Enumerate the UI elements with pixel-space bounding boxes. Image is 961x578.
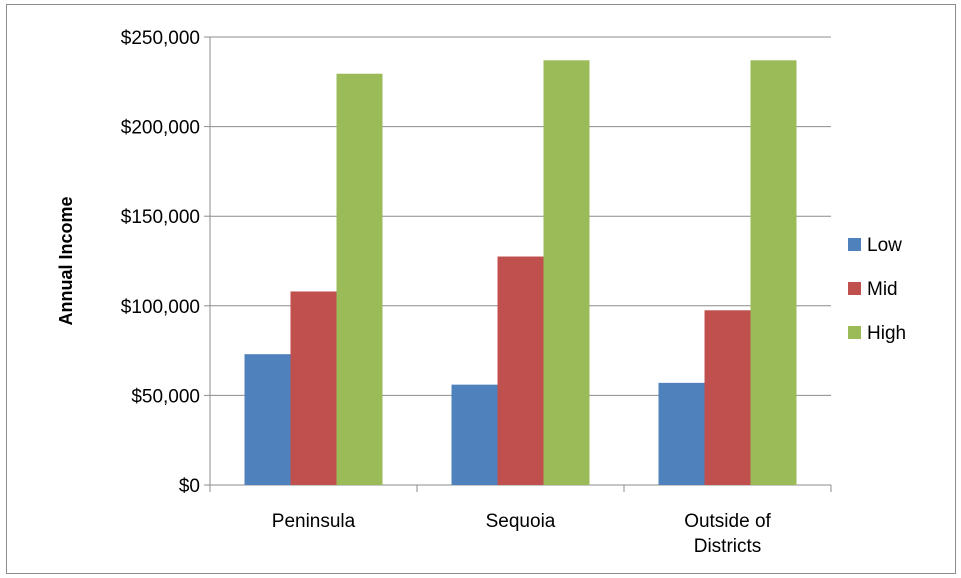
x-tick-label: Outside of Districts — [684, 511, 771, 557]
legend-label-low: Low — [867, 235, 902, 256]
bar-high-2 — [543, 60, 590, 486]
bar-high-1 — [336, 73, 383, 486]
x-tick-label: Sequoia — [486, 511, 556, 532]
y-tick-label: $50,000 — [131, 386, 200, 407]
bar-mid-3 — [704, 310, 751, 485]
bar-mid-2 — [497, 256, 544, 485]
y-tick-label: $250,000 — [121, 28, 200, 49]
bar-low-1 — [244, 354, 291, 485]
y-tick-label: $200,000 — [121, 118, 200, 139]
x-tick-label: Peninsula — [272, 511, 356, 532]
legend-swatch-mid — [848, 282, 861, 295]
legend-swatch-high — [848, 326, 861, 339]
bar-mid-1 — [290, 291, 337, 485]
y-tick-label: $150,000 — [121, 207, 200, 228]
bar-low-3 — [658, 382, 705, 485]
y-tick-label: $100,000 — [121, 297, 200, 318]
legend-label-high: High — [867, 323, 906, 344]
bar-low-2 — [451, 384, 498, 485]
legend-swatch-low — [848, 238, 861, 251]
bar-high-3 — [750, 60, 797, 486]
y-axis-label: Annual Income — [56, 196, 76, 325]
legend-label-mid: Mid — [867, 279, 898, 300]
y-tick-label: $0 — [179, 476, 200, 497]
